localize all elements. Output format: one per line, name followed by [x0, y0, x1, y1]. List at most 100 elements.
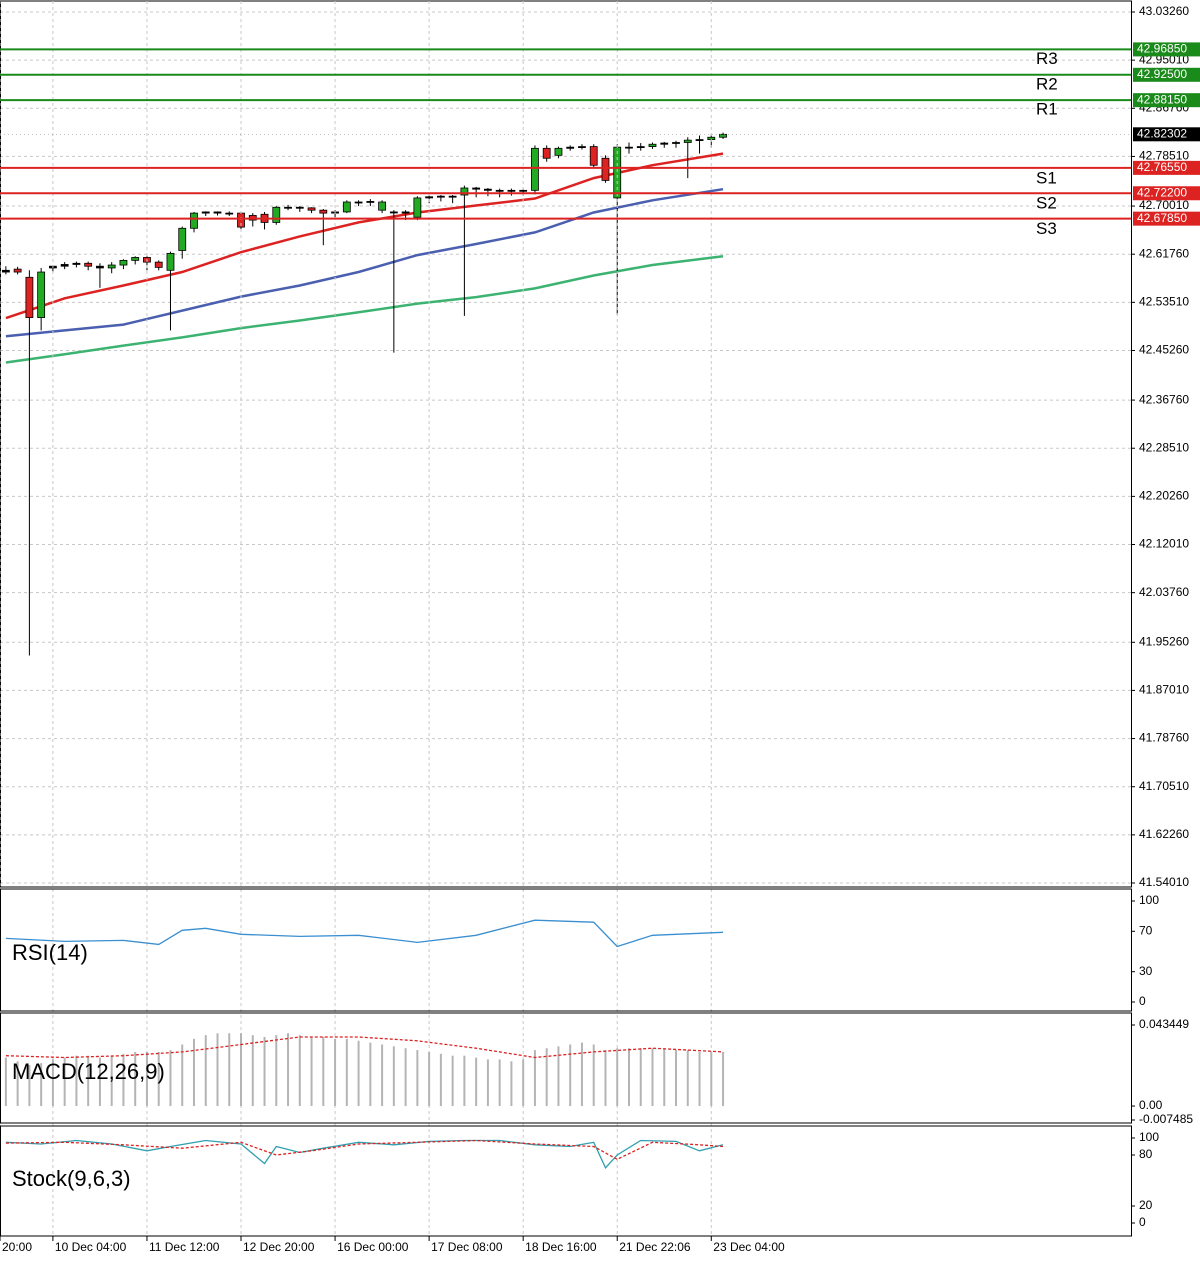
candle-body: [507, 189, 516, 192]
level-price-box: [1133, 160, 1200, 175]
level-price-box: [1133, 67, 1200, 82]
y-tick-label: 42.53510: [1139, 295, 1189, 309]
y-tick-label: 42.45260: [1139, 343, 1189, 357]
candle-body: [601, 157, 610, 181]
candle-body: [96, 265, 104, 269]
candle-body: [578, 146, 586, 148]
last-price-label: 42.82302: [1137, 126, 1187, 140]
candle-body: [683, 139, 692, 143]
y-tick-label: 0: [1139, 994, 1146, 1008]
panel: [5, 919, 724, 948]
indicator-line: [5, 1036, 724, 1059]
candle-body: [554, 147, 563, 156]
x-tick-label: 23 Dec 04:00: [713, 1240, 785, 1254]
indicator-line: [5, 1139, 724, 1169]
y-tick-label: 42.28510: [1139, 440, 1189, 454]
indicator-title: RSI(14): [12, 940, 88, 965]
candle-body: [401, 211, 410, 214]
y-tick-label: 30: [1139, 964, 1153, 978]
candle-body: [166, 252, 175, 271]
indicator-line: [5, 187, 724, 338]
candle-body: [495, 189, 504, 192]
candle-body: [460, 187, 469, 196]
candle-body: [60, 264, 69, 267]
candle-body: [448, 195, 457, 198]
y-tick-label: 42.03760: [1139, 585, 1189, 599]
candle-body: [119, 259, 128, 266]
candle-body: [519, 189, 528, 192]
y-tick-label: 42.36760: [1139, 392, 1189, 406]
candle-body: [436, 195, 445, 198]
panel: [5, 1139, 724, 1169]
candle-body: [613, 146, 622, 199]
y-tick-label: 42.12010: [1139, 537, 1189, 551]
candle-body: [472, 187, 481, 190]
candle-body: [1, 269, 10, 273]
candle-body: [25, 276, 34, 318]
y-tick-label: -0.007485: [1139, 1112, 1193, 1126]
level-name: S3: [1036, 219, 1057, 238]
candle-body: [354, 201, 363, 204]
candle-body: [366, 201, 375, 203]
candle-body: [531, 147, 539, 191]
candle-body: [648, 143, 657, 147]
level-price-label: 42.88150: [1137, 92, 1187, 106]
y-tick-label: 0.043449: [1139, 1017, 1189, 1031]
candle-body: [213, 211, 222, 214]
level-price-box: [1133, 186, 1200, 201]
panel-frame: [0, 1125, 1132, 1237]
candle-body: [342, 201, 351, 213]
candle-body: [625, 146, 633, 149]
y-tick-label: 43.03260: [1139, 4, 1189, 18]
candle-body: [484, 188, 492, 191]
candle-body: [389, 211, 398, 214]
candle-body: [295, 206, 304, 209]
y-tick-label: 100: [1139, 893, 1159, 907]
x-tick-label: 12 Dec 20:00: [243, 1240, 315, 1254]
level-name: R2: [1036, 74, 1058, 93]
level-price-box: [1133, 93, 1200, 108]
candle-body: [84, 262, 93, 267]
y-tick-label: 41.78760: [1139, 731, 1189, 745]
panel-frame: [0, 1012, 1132, 1124]
y-tick-label: 42.70010: [1139, 198, 1189, 212]
y-tick-label: 42.78510: [1139, 149, 1189, 163]
candle-body: [413, 197, 422, 218]
y-tick-label: 80: [1139, 1147, 1153, 1161]
y-tick-label: 41.95260: [1139, 634, 1189, 648]
x-tick-label: 16 Dec 00:00: [337, 1240, 409, 1254]
candle-body: [566, 146, 575, 149]
candle-body: [225, 212, 234, 215]
indicator-line: [5, 152, 724, 320]
candle-body: [719, 133, 727, 138]
level-price-label: 42.92500: [1137, 67, 1187, 81]
candle-body: [107, 264, 116, 269]
x-tick-label: 18 Dec 16:00: [525, 1240, 597, 1254]
level-name: R3: [1036, 49, 1058, 68]
y-tick-label: 0.00: [1139, 1098, 1163, 1112]
level-price-label: 42.76550: [1137, 160, 1187, 174]
level-price-label: 42.67850: [1137, 211, 1187, 225]
panel: [0, 11, 1131, 884]
candle-body: [37, 271, 46, 318]
level-name: S2: [1036, 194, 1057, 213]
candle-body: [589, 146, 598, 166]
x-tick-label: 10 Dec 04:00: [55, 1240, 127, 1254]
candle-body: [154, 261, 163, 268]
candle-body: [178, 227, 187, 251]
y-tick-label: 41.87010: [1139, 683, 1189, 697]
candle-body: [272, 206, 281, 223]
panel-frame: [0, 888, 1132, 1012]
y-tick-label: 100: [1139, 1130, 1159, 1144]
y-tick-label: 41.62260: [1139, 827, 1189, 841]
level-name: S1: [1036, 168, 1057, 187]
level-price-box: [1133, 211, 1200, 226]
indicator-line: [5, 1139, 724, 1161]
last-price-box: [1133, 127, 1200, 142]
panel: [4, 1033, 725, 1107]
x-tick-label: 11 Dec 12:00: [149, 1240, 220, 1254]
y-tick-label: 42.61760: [1139, 246, 1189, 260]
candle-body: [378, 201, 386, 211]
y-tick-label: 70: [1139, 923, 1153, 937]
